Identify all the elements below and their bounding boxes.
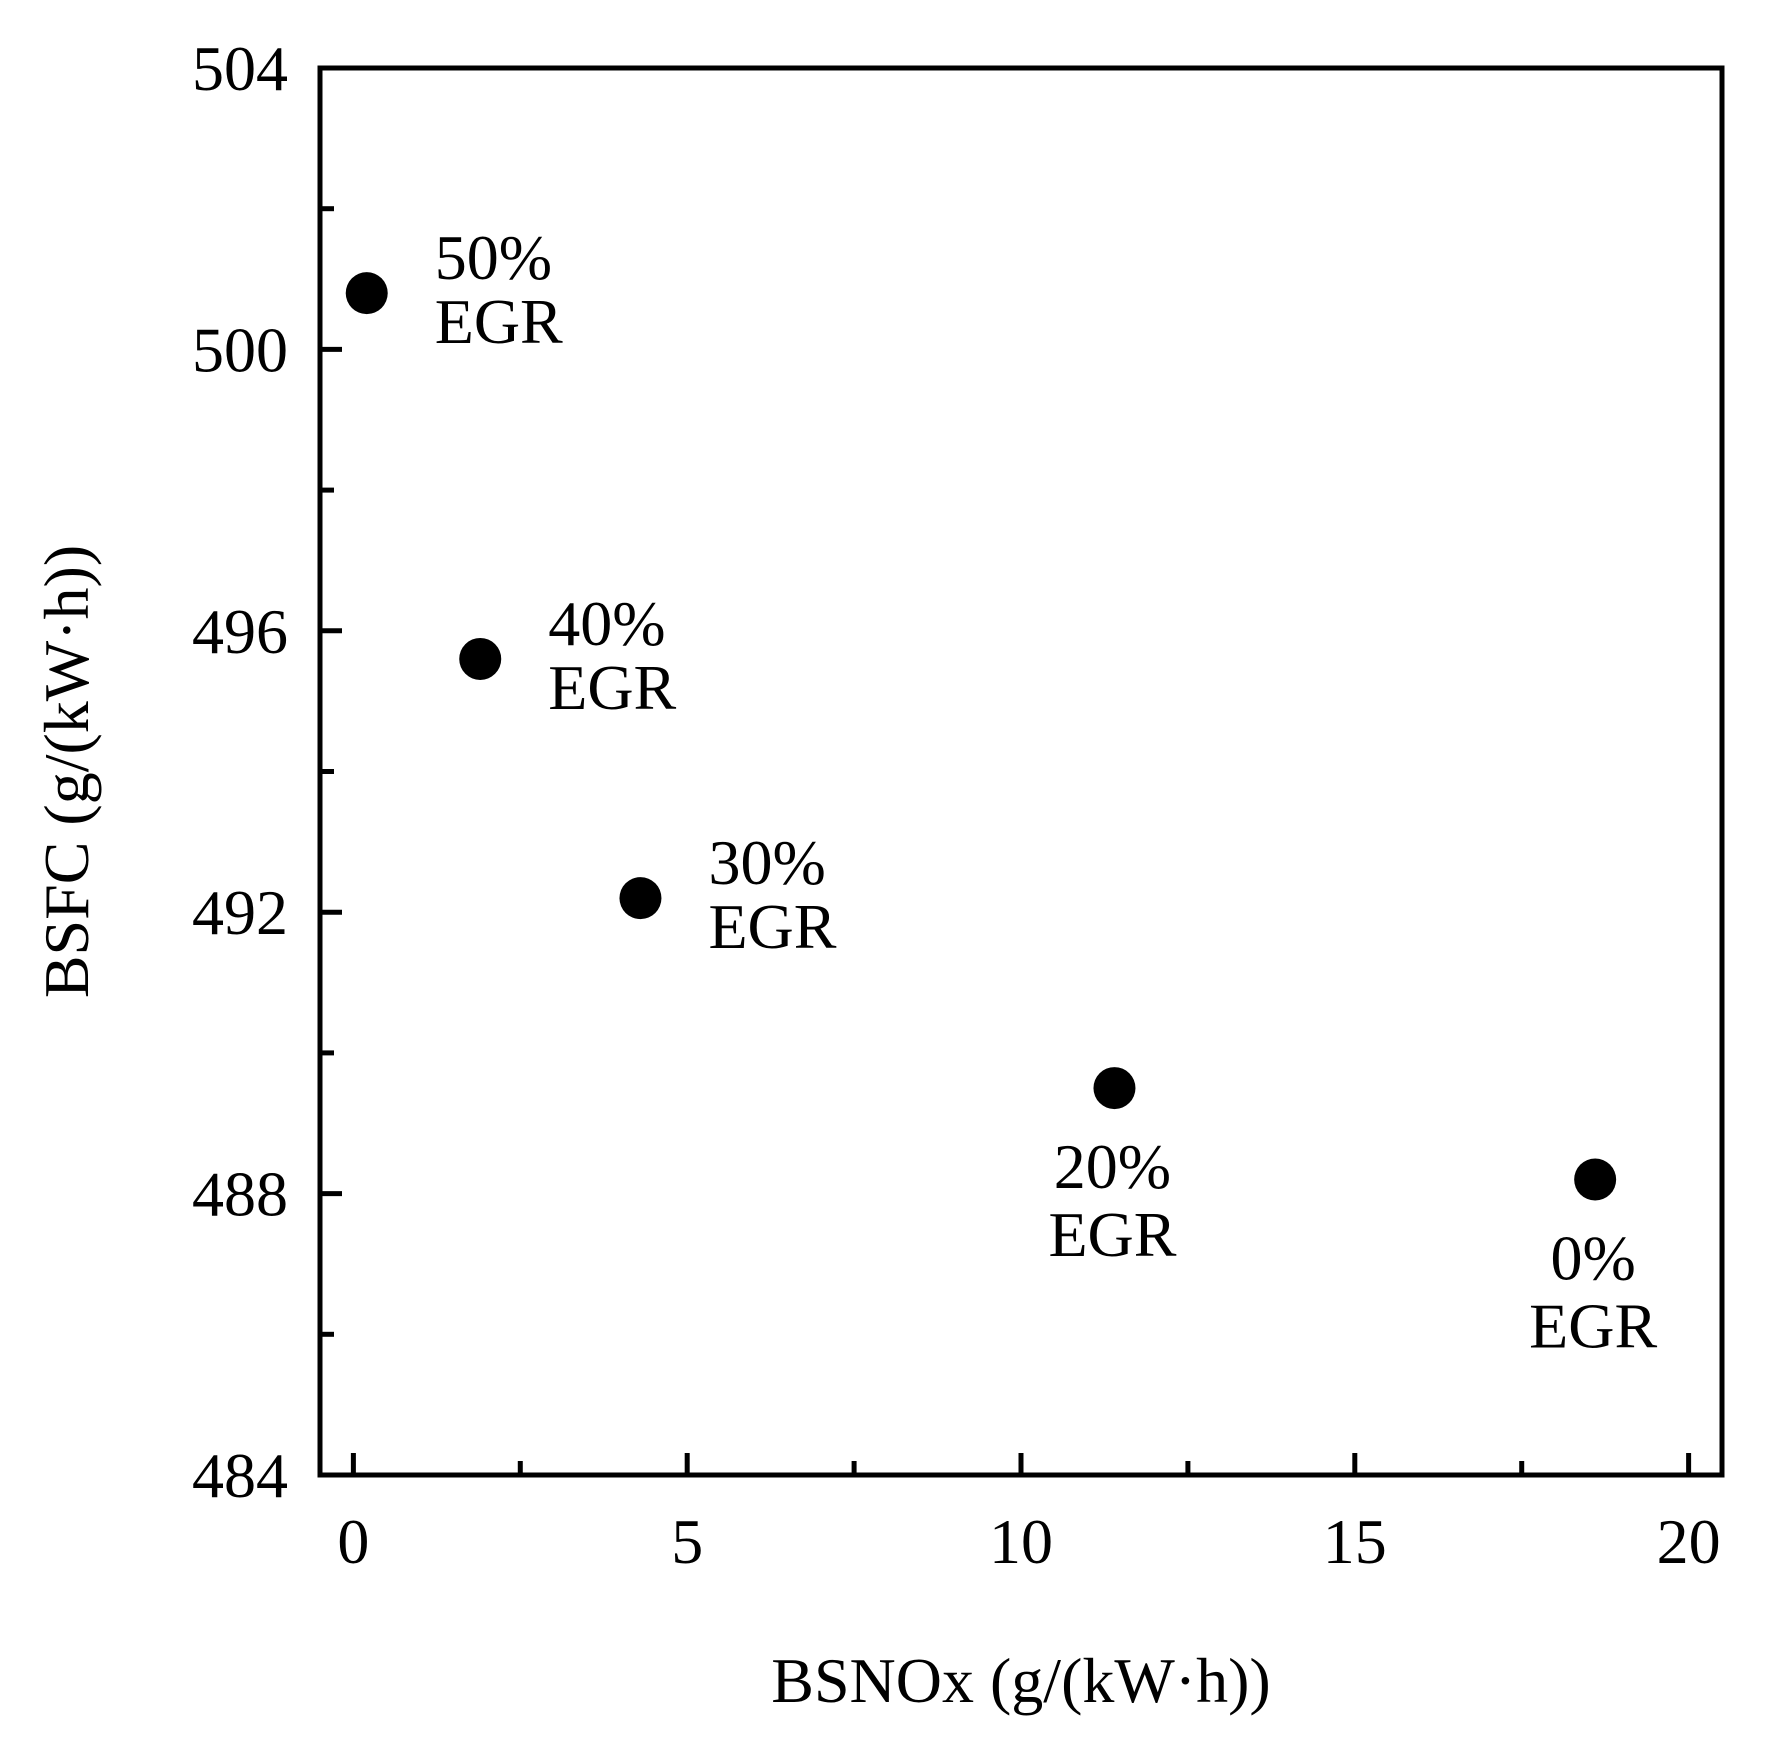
x-tick-label: 15 <box>1323 1506 1387 1577</box>
x-tick-label: 0 <box>337 1506 369 1577</box>
y-tick-label: 492 <box>192 877 288 948</box>
scatter-point <box>345 272 388 315</box>
y-tick-label: 484 <box>192 1440 288 1511</box>
point-label-egr-percent: 0% <box>1550 1223 1635 1294</box>
y-tick-label: 504 <box>192 33 288 104</box>
y-tick-label: 496 <box>192 596 288 667</box>
y-axis-title: BSFC (g/(kW·h)) <box>31 545 102 998</box>
scatter-point <box>459 637 502 680</box>
x-tick-label: 10 <box>989 1506 1053 1577</box>
point-label-egr: EGR <box>708 891 836 962</box>
point-label-egr-percent: 30% <box>708 827 825 898</box>
x-tick-label: 20 <box>1657 1506 1721 1577</box>
y-tick-label: 488 <box>192 1159 288 1230</box>
point-label-egr-percent: 40% <box>548 588 665 659</box>
y-tick-label: 500 <box>192 314 288 385</box>
x-axis-ticks: 0 5 10 15 20 <box>337 1453 1721 1577</box>
point-label-egr: EGR <box>435 286 563 357</box>
x-axis-title: BSNOx (g/(kW·h)) <box>771 1645 1270 1716</box>
point-label-egr: EGR <box>548 652 676 723</box>
point-label-egr-percent: 20% <box>1054 1131 1171 1202</box>
scatter-point <box>1574 1158 1617 1201</box>
scatter-point <box>619 877 662 920</box>
y-axis-ticks: 484 488 492 496 500 504 <box>192 33 342 1511</box>
scatter-point <box>1093 1067 1136 1110</box>
point-label-egr-percent: 50% <box>435 222 552 293</box>
x-tick-label: 5 <box>671 1506 703 1577</box>
point-label-egr: EGR <box>1529 1291 1657 1362</box>
point-label-egr: EGR <box>1048 1199 1176 1270</box>
